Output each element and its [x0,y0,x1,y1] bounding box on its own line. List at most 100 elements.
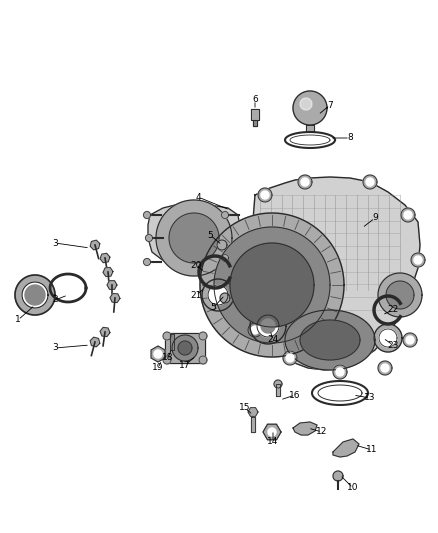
Polygon shape [251,109,259,120]
Polygon shape [199,332,207,340]
Polygon shape [178,341,192,355]
Polygon shape [414,256,422,264]
Polygon shape [406,336,414,344]
Polygon shape [411,253,425,267]
Polygon shape [366,178,374,186]
Text: 17: 17 [179,360,191,369]
Polygon shape [257,315,279,337]
Text: 8: 8 [347,133,353,142]
Polygon shape [248,177,420,370]
Polygon shape [336,368,344,376]
Polygon shape [163,356,171,364]
Text: 23: 23 [387,341,399,350]
Polygon shape [301,178,309,186]
Polygon shape [333,439,359,457]
Polygon shape [374,324,402,352]
Polygon shape [230,243,314,327]
Polygon shape [170,334,174,350]
Text: 19: 19 [152,364,164,373]
Polygon shape [100,253,110,263]
Text: 5: 5 [207,230,213,239]
Polygon shape [248,408,258,416]
Text: 13: 13 [364,393,376,402]
Polygon shape [222,254,229,262]
Polygon shape [163,332,171,340]
Polygon shape [169,213,219,263]
Polygon shape [199,356,207,364]
Text: 16: 16 [289,391,301,400]
Polygon shape [298,175,312,189]
Polygon shape [25,285,45,305]
Polygon shape [200,213,344,357]
Polygon shape [403,333,417,347]
Text: 18: 18 [162,353,174,362]
Polygon shape [251,326,259,334]
Text: 11: 11 [366,446,378,455]
Polygon shape [263,424,281,440]
Text: 22: 22 [387,305,399,314]
Polygon shape [100,327,110,337]
Polygon shape [154,350,162,358]
Text: 3: 3 [52,238,58,247]
Polygon shape [285,310,375,370]
Polygon shape [386,281,414,309]
Text: 20: 20 [191,261,201,270]
Polygon shape [283,351,297,365]
Polygon shape [156,200,232,276]
Polygon shape [253,120,257,126]
Polygon shape [268,428,276,436]
Text: 5: 5 [210,303,216,312]
Polygon shape [293,91,327,125]
Polygon shape [90,337,100,347]
Text: 9: 9 [372,214,378,222]
Polygon shape [214,227,330,343]
Text: 7: 7 [327,101,333,109]
Polygon shape [151,346,165,362]
Polygon shape [15,275,55,315]
Polygon shape [378,361,392,375]
Polygon shape [286,354,294,362]
Text: 1: 1 [15,316,21,325]
Text: 12: 12 [316,427,328,437]
Polygon shape [208,285,228,305]
Text: 2: 2 [52,295,58,304]
Polygon shape [107,281,117,289]
Polygon shape [144,259,151,265]
Text: 15: 15 [239,403,251,413]
Polygon shape [222,212,229,219]
Polygon shape [333,471,343,481]
Polygon shape [248,323,262,337]
Polygon shape [165,333,205,363]
Polygon shape [306,125,314,131]
Polygon shape [220,293,230,303]
Polygon shape [250,308,286,344]
Text: 4: 4 [195,192,201,201]
Polygon shape [300,98,312,110]
Polygon shape [401,208,415,222]
Polygon shape [258,188,272,202]
Polygon shape [251,417,255,432]
Polygon shape [381,364,389,372]
Polygon shape [276,384,280,396]
Text: 3: 3 [52,343,58,352]
Text: 6: 6 [252,95,258,104]
Text: 10: 10 [347,483,359,492]
Text: 21: 21 [191,290,201,300]
Polygon shape [293,422,317,435]
Polygon shape [274,380,282,388]
Polygon shape [379,329,397,347]
Polygon shape [22,282,48,308]
Polygon shape [110,294,120,303]
Polygon shape [217,240,227,250]
Polygon shape [172,335,198,361]
Polygon shape [333,365,347,379]
Polygon shape [261,191,269,199]
Polygon shape [103,268,113,277]
Polygon shape [145,235,152,241]
Polygon shape [404,211,412,219]
Polygon shape [378,273,422,317]
Polygon shape [202,279,234,311]
Polygon shape [363,175,377,189]
Polygon shape [300,320,360,360]
Text: 24: 24 [267,335,279,344]
